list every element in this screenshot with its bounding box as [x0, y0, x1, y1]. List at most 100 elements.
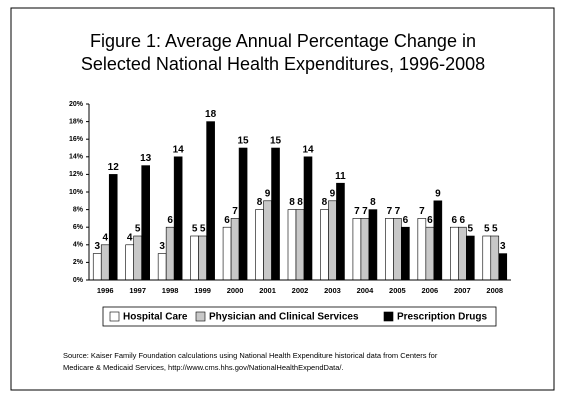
- value-label: 9: [330, 188, 336, 199]
- value-label: 5: [200, 224, 206, 235]
- x-tick-label: 2001: [259, 286, 276, 295]
- y-tick-label: 18%: [69, 118, 84, 125]
- x-tick-label: 1998: [162, 286, 179, 295]
- y-tick-label: 10%: [69, 189, 84, 196]
- value-label: 7: [354, 206, 360, 217]
- value-label: 6: [224, 215, 230, 226]
- value-label: 3: [500, 241, 506, 252]
- value-label: 5: [468, 224, 474, 235]
- bar: [287, 209, 297, 281]
- bar: [466, 235, 475, 281]
- value-label: 15: [238, 136, 250, 147]
- x-tick-label: 2008: [486, 286, 503, 295]
- value-label: 6: [460, 215, 466, 226]
- legend-swatch: [195, 311, 206, 322]
- legend-swatch: [109, 311, 120, 322]
- value-label: 7: [395, 206, 401, 217]
- value-label: 15: [270, 136, 282, 147]
- x-tick-label: 2003: [324, 286, 341, 295]
- x-tick-label: 2007: [454, 286, 471, 295]
- bar: [222, 226, 232, 281]
- bar: [190, 235, 199, 281]
- bar: [133, 235, 142, 281]
- bar: [417, 218, 427, 281]
- value-label: 8: [322, 197, 328, 208]
- value-label: 7: [362, 206, 368, 217]
- y-tick-label: 2%: [73, 259, 84, 266]
- value-label: 8: [289, 197, 295, 208]
- x-tick-label: 2000: [227, 286, 244, 295]
- value-label: 5: [135, 224, 141, 235]
- value-label: 3: [94, 241, 100, 252]
- legend-swatch: [383, 311, 394, 322]
- value-label: 14: [302, 144, 314, 155]
- bar: [385, 218, 394, 281]
- bar: [393, 218, 402, 281]
- source: Source: Kaiser Family Foundation calcula…: [63, 351, 438, 360]
- legend-label: Hospital Care: [123, 312, 188, 323]
- bar: [336, 182, 345, 281]
- value-label: 5: [192, 224, 198, 235]
- value-label: 5: [484, 224, 490, 235]
- x-tick-label: 2004: [357, 286, 375, 295]
- value-label: 7: [419, 206, 425, 217]
- value-label: 7: [232, 206, 238, 217]
- value-label: 13: [140, 153, 152, 164]
- value-label: 14: [173, 144, 185, 155]
- bar: [498, 253, 508, 281]
- value-label: 6: [167, 215, 173, 226]
- value-label: 8: [297, 197, 303, 208]
- bar: [425, 226, 435, 281]
- value-label: 11: [335, 171, 346, 182]
- bar: [206, 121, 215, 281]
- y-tick-label: 12%: [69, 171, 84, 178]
- value-label: 18: [205, 109, 217, 120]
- value-label: 3: [159, 241, 165, 252]
- bar: [173, 156, 183, 281]
- bar: [303, 156, 313, 281]
- x-tick-label: 2005: [389, 286, 406, 295]
- value-label: 4: [127, 232, 133, 243]
- bar: [263, 200, 272, 281]
- value-label: 6: [403, 215, 409, 226]
- bar: [230, 218, 240, 281]
- y-tick-label: 4%: [73, 242, 84, 249]
- x-tick-label: 1996: [97, 286, 114, 295]
- bar: [368, 209, 378, 281]
- y-tick-label: 8%: [73, 206, 84, 213]
- legend-label: Physician and Clinical Services: [209, 312, 359, 323]
- chart-title: Figure 1: Average Annual Percentage Chan…: [90, 31, 476, 51]
- y-tick-label: 16%: [69, 136, 84, 143]
- x-tick-label: 2006: [422, 286, 439, 295]
- value-label: 12: [108, 162, 120, 173]
- bar: [157, 253, 167, 281]
- bar: [295, 209, 305, 281]
- chart-title: Selected National Health Expenditures, 1…: [81, 54, 485, 74]
- value-label: 6: [452, 215, 458, 226]
- value-label: 7: [387, 206, 393, 217]
- bar: [458, 226, 467, 281]
- bar: [271, 147, 280, 281]
- bar: [320, 209, 329, 281]
- x-tick-label: 1997: [129, 286, 146, 295]
- bar: [165, 226, 175, 281]
- bar: [482, 235, 492, 281]
- bar: [255, 209, 264, 281]
- bar: [125, 244, 134, 281]
- value-label: 6: [427, 215, 433, 226]
- bar: [433, 200, 443, 281]
- legend-label: Prescription Drugs: [397, 312, 487, 323]
- bar: [328, 200, 337, 281]
- value-label: 8: [370, 197, 376, 208]
- bar: [92, 253, 102, 281]
- x-tick-label: 2002: [292, 286, 309, 295]
- value-label: 9: [435, 188, 441, 199]
- bar: [450, 226, 459, 281]
- value-label: 5: [492, 224, 498, 235]
- bar: [360, 218, 370, 281]
- value-label: 9: [265, 188, 271, 199]
- y-tick-label: 14%: [69, 154, 84, 161]
- bar: [141, 165, 150, 281]
- bar: [100, 244, 110, 281]
